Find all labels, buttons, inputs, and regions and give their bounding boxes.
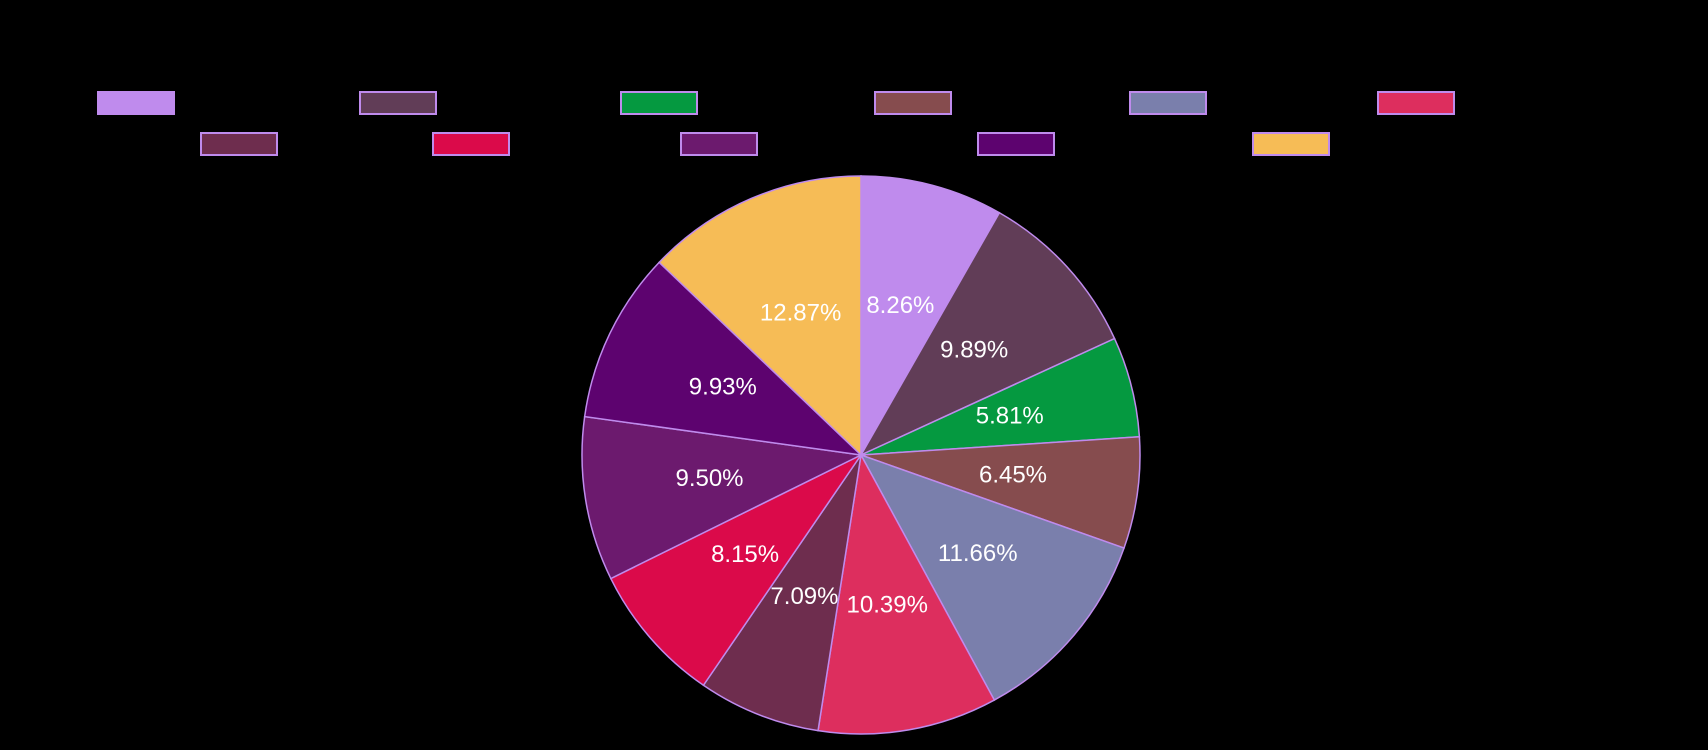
slice-percent-label: 12.87% [760,299,841,326]
legend-swatch[interactable] [359,91,437,115]
legend-swatch[interactable] [1377,91,1455,115]
slice-percent-label: 9.93% [689,374,757,401]
slice-percent-label: 8.15% [711,541,779,568]
pie-slice[interactable] [609,453,864,687]
pie-slice[interactable] [581,415,864,580]
legend-swatch[interactable] [620,91,698,115]
pie-slice[interactable] [859,211,1116,457]
legend-swatch[interactable] [1129,91,1207,115]
slice-percent-label: 5.81% [976,403,1044,430]
slice-percent-label: 6.45% [979,461,1047,488]
slice-percent-label: 9.89% [940,337,1008,364]
legend-swatch[interactable] [977,132,1055,156]
pie-slice[interactable] [817,452,996,735]
pie-slices [581,175,1141,735]
legend-swatch[interactable] [1252,132,1330,156]
pie-slice[interactable] [859,453,1125,702]
slice-percent-label: 7.09% [770,583,838,610]
slice-percent-label: 10.39% [847,592,928,619]
pie-slice[interactable] [658,175,862,457]
pie-slice[interactable] [860,435,1141,549]
legend-swatch[interactable] [680,132,758,156]
slice-percent-label: 9.50% [675,465,743,492]
legend [97,91,1455,156]
legend-swatch[interactable] [432,132,510,156]
legend-swatch[interactable] [97,91,175,115]
pie-slice[interactable] [583,261,864,457]
pie-slice[interactable] [860,175,1001,458]
slice-percent-label: 11.66% [938,540,1018,567]
legend-swatch[interactable] [874,91,952,115]
legend-swatch[interactable] [200,132,278,156]
pie-slice[interactable] [702,454,862,732]
slice-percent-label: 8.26% [866,292,934,319]
pie-labels: 8.26%9.89% 5.81% 6.45% 11.66% 10.39% 7.09% 8.1… [675,292,1047,619]
